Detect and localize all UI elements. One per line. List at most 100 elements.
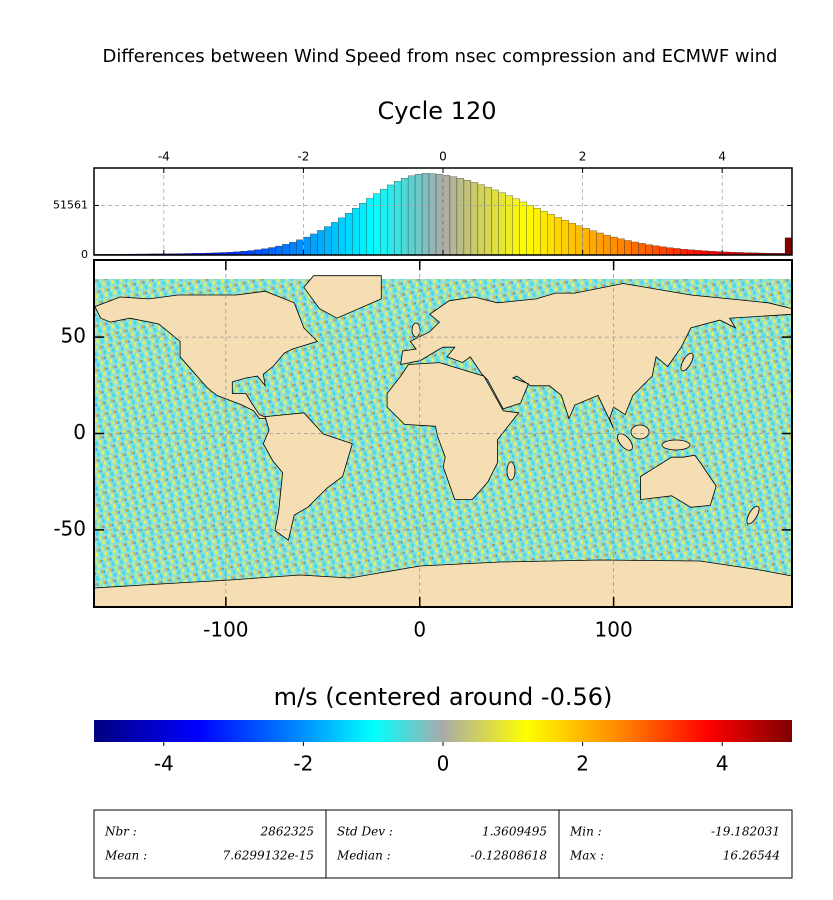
bar: [275, 245, 283, 256]
bar: [324, 226, 332, 256]
x-tick-label: 4: [718, 150, 726, 164]
stat-value: 1.3609495: [482, 825, 547, 839]
x-tick-label: 2: [576, 752, 589, 776]
antarctica: [94, 559, 792, 607]
bar: [631, 241, 639, 256]
bar: [345, 213, 353, 256]
bar: [547, 214, 555, 256]
bar: [449, 176, 458, 256]
stat-value: 7.6299132e-15: [223, 849, 314, 863]
x-tick-label: 0: [413, 618, 426, 642]
colorbar: m/s (centered around -0.56) -4 -2 0 2 4: [94, 683, 792, 776]
x-tick-label: -4: [158, 150, 170, 164]
stat-label: Max :: [569, 849, 604, 863]
x-tick-label: 100: [595, 618, 633, 642]
bar: [435, 174, 444, 256]
north-america: [94, 290, 319, 419]
bar: [687, 249, 695, 256]
bar: [638, 243, 646, 256]
stat-label: Median :: [336, 849, 391, 863]
bar: [400, 178, 409, 256]
stat-value: 16.26544: [723, 849, 780, 863]
bar: [512, 198, 520, 256]
y-tick-label: 50: [61, 324, 86, 348]
plot-frame: [93, 259, 793, 608]
colorbar-title: m/s (centered around -0.56): [274, 683, 613, 711]
bar: [575, 225, 583, 256]
stat-label: Std Dev :: [337, 825, 393, 839]
bar: [540, 211, 548, 256]
stat-label: Mean :: [104, 849, 147, 863]
x-tick-label: 0: [439, 150, 447, 164]
x-tick-label: -2: [293, 752, 313, 776]
bar: [303, 236, 311, 256]
bar: [673, 248, 681, 256]
bar: [589, 230, 597, 256]
bar: [491, 189, 499, 256]
bar: [582, 228, 590, 256]
new-zealand: [746, 505, 760, 525]
colorbar-gradient: [94, 720, 792, 742]
bar: [659, 246, 667, 256]
title-clip: Differences between Wind Speed from nsec…: [103, 46, 778, 67]
bar: [268, 247, 276, 256]
bar: [261, 248, 269, 256]
sumatra: [617, 433, 633, 451]
bar: [407, 175, 416, 256]
y-tick-label: 0: [73, 420, 86, 444]
bar: [519, 201, 527, 256]
bar: [596, 232, 604, 256]
australia: [640, 454, 717, 508]
stat-value: 2862325: [260, 825, 314, 839]
bar: [254, 249, 262, 256]
bar: [554, 217, 562, 256]
madagascar: [506, 461, 516, 481]
y-tick-label: -50: [53, 516, 86, 540]
plot-frame: [93, 167, 793, 256]
bar: [561, 220, 569, 256]
bar: [317, 230, 325, 256]
bar: [610, 236, 618, 256]
bar: [359, 203, 367, 256]
y-tick-label: 51561: [53, 198, 88, 211]
bar: [387, 184, 395, 256]
table-border: [93, 809, 793, 879]
greenland: [303, 275, 382, 319]
histogram: -4 -2 0 2 4 0 51561: [53, 150, 793, 261]
bar: [414, 174, 423, 256]
bar: [680, 249, 688, 256]
bar: [373, 193, 381, 256]
land: [94, 275, 792, 607]
britain: [411, 322, 421, 338]
bar: [289, 242, 297, 256]
bar: [296, 239, 304, 256]
bar: [380, 188, 388, 256]
x-tick-label: 2: [579, 150, 587, 164]
bar: [533, 208, 541, 256]
bar: [456, 178, 465, 256]
south-america: [262, 412, 353, 541]
bar: [282, 244, 290, 256]
bar: [442, 175, 451, 256]
y-tick-label: 0: [81, 248, 88, 261]
x-tick-label: -2: [297, 150, 309, 164]
eurasia: [400, 283, 792, 429]
bar: [310, 233, 318, 256]
stat-value: -19.182031: [711, 825, 780, 839]
stat-value: -0.12808618: [470, 849, 547, 863]
japan: [680, 352, 694, 372]
bar: [470, 182, 479, 256]
borneo: [630, 424, 650, 440]
bar: [568, 222, 576, 256]
bar: [617, 238, 625, 256]
title: Differences between Wind Speed from nsec…: [103, 46, 778, 67]
x-tick-label: -4: [154, 752, 174, 776]
map: -100 0 100 -50 0 50: [53, 259, 793, 642]
bar: [603, 234, 611, 256]
bar: [505, 195, 513, 256]
subtitle: Cycle 120: [377, 97, 496, 125]
stat-label: Min :: [569, 825, 602, 839]
new-guinea: [661, 439, 691, 451]
